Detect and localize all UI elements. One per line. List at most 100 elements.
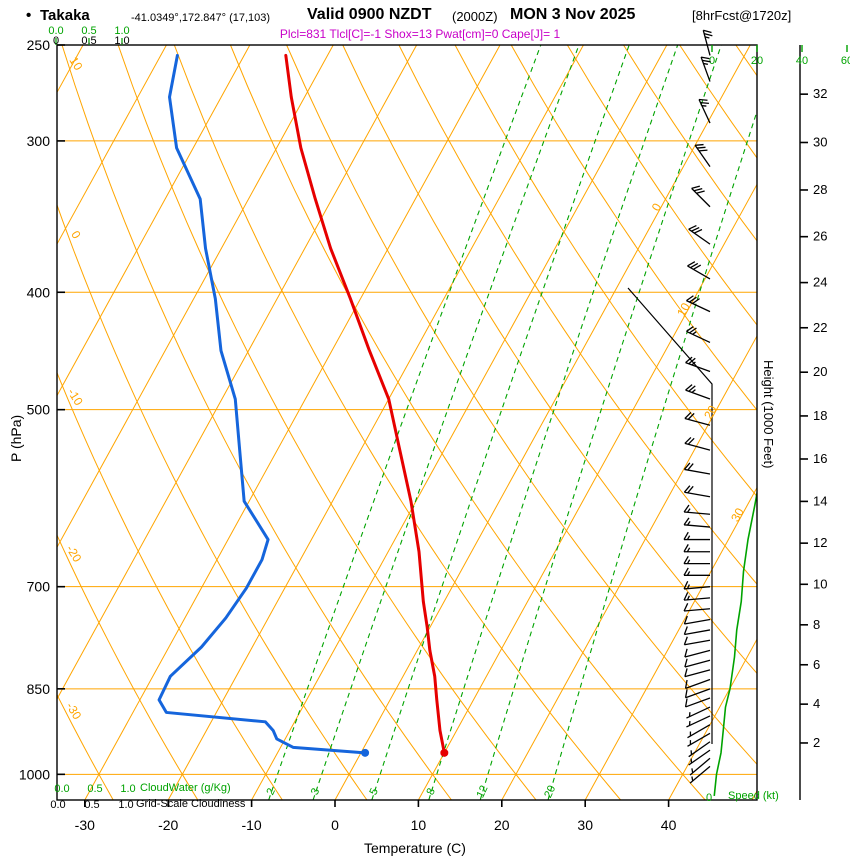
dry-adiabat-label: -10 (65, 386, 86, 408)
dry-adiabat-line (57, 534, 199, 800)
temp-tick-label: -20 (158, 817, 178, 833)
panel-boundary-line (627, 287, 713, 744)
height-tick-label: 8 (813, 617, 820, 632)
isotherm-line (334, 45, 751, 800)
temp-tick-label: 40 (661, 817, 677, 833)
wind-barb-full (683, 462, 691, 470)
wind-barb-half (686, 508, 691, 513)
isotherm-line (84, 45, 501, 800)
mixing-ratio-line (547, 109, 757, 800)
pressure-tick-label: 400 (27, 284, 51, 300)
height-tick-label: 20 (813, 364, 827, 379)
wind-barb-full (691, 226, 700, 232)
wind-barb-full (683, 603, 689, 612)
wind-barb-half (691, 768, 694, 773)
dry-adiabat-line (286, 45, 757, 766)
wind-barb (684, 491, 711, 498)
isotherm-label: 20 (701, 403, 720, 422)
wind-barb-full (693, 228, 703, 234)
isotherm-line (57, 45, 167, 246)
wind-barb-half (692, 331, 697, 335)
wind-barb-full (703, 29, 712, 34)
wind-barb (684, 511, 711, 515)
speed-zero-label: 0 (706, 792, 712, 804)
height-tick-label: 28 (813, 182, 827, 197)
dry-adiabat-line (57, 693, 114, 800)
dry-adiabat-line (57, 371, 283, 800)
valid-time: Valid 0900 NZDT (307, 6, 432, 23)
height-tick-label: 14 (813, 493, 827, 508)
wind-barb (687, 265, 711, 280)
wind-barb-full (693, 264, 702, 270)
wind-barb-full (687, 485, 694, 494)
wind-barb-full (686, 326, 694, 332)
wind-barb-half (691, 776, 694, 782)
dry-adiabat-line (57, 203, 368, 800)
wind-barb (685, 697, 711, 708)
wind-barb-full (690, 262, 699, 269)
wind-barb-full (685, 384, 693, 391)
wind-barb-full (684, 668, 688, 677)
cloudiness-bottom-tick: 0.5 (84, 799, 99, 811)
cloudwater-label: CloudWater (g/Kg) (140, 782, 231, 794)
wind-barb (684, 442, 711, 451)
wind-barb-half (704, 36, 710, 39)
isotherm-line (417, 183, 757, 800)
wind-barb (700, 56, 711, 82)
wind-barb-full (700, 101, 709, 104)
dry-adiabat-line (230, 45, 706, 800)
wind-barb-full (685, 356, 693, 364)
wind-barb-half (686, 595, 690, 601)
isotherm-line (167, 45, 584, 800)
height-tick-label: 24 (813, 275, 827, 290)
wind-barb (684, 629, 711, 636)
wind-barb-full (689, 296, 697, 303)
height-tick-label: 30 (813, 134, 827, 149)
wind-barb-full (684, 412, 692, 419)
wind-barb (691, 187, 711, 208)
wind-barb-full (703, 32, 713, 37)
temp-tick-label: 10 (411, 817, 427, 833)
height-tick-label: 12 (813, 535, 827, 550)
height-tick-label: 32 (813, 86, 827, 101)
mixing-ratio-label: 20 (542, 784, 558, 800)
wind-speed-curve (713, 489, 757, 797)
wind-barbs (683, 29, 713, 784)
mixing-ratio-line (479, 45, 722, 800)
wind-barb (698, 99, 711, 124)
mixing-ratio-label: 3 (309, 786, 322, 797)
wind-barb (686, 330, 711, 344)
wind-barb-full (683, 544, 689, 553)
height-tick-label: 6 (813, 657, 820, 672)
surface-temp-dot (440, 748, 449, 757)
wind-barb-full (684, 689, 688, 698)
wind-barb-full (683, 626, 688, 635)
wind-barb-full (695, 143, 704, 146)
isotherm-line (501, 334, 757, 800)
mixing-ratio-label: 8 (424, 786, 437, 797)
wind-barb-half (686, 571, 691, 576)
wind-barb-full (683, 555, 689, 564)
wind-barb (684, 669, 711, 678)
wind-barb-half (691, 361, 696, 366)
wind-barb-full (684, 436, 692, 444)
wind-barb (689, 757, 711, 776)
wind-barb (685, 361, 711, 373)
wind-barb (685, 389, 711, 400)
wind-barb (688, 741, 711, 758)
isotherm-line (584, 486, 757, 800)
cloudwater-top-tick: 0.0 (48, 25, 63, 37)
dry-adiabat-line (735, 45, 757, 77)
mixing-ratio-line (268, 45, 542, 800)
valid-zulu: (2000Z) (452, 9, 498, 24)
height-tick-label: 16 (813, 451, 827, 466)
dry-adiabat-label: 0 (68, 228, 84, 241)
wind-barb (684, 608, 711, 612)
wind-barb-full (683, 485, 691, 493)
wind-barb (687, 732, 711, 747)
wind-barb-full (684, 658, 688, 668)
isotherm-label: 30 (728, 505, 747, 524)
wind-barb (685, 688, 711, 699)
dewpoint-curve (157, 53, 367, 755)
wind-barb-full (688, 357, 696, 365)
